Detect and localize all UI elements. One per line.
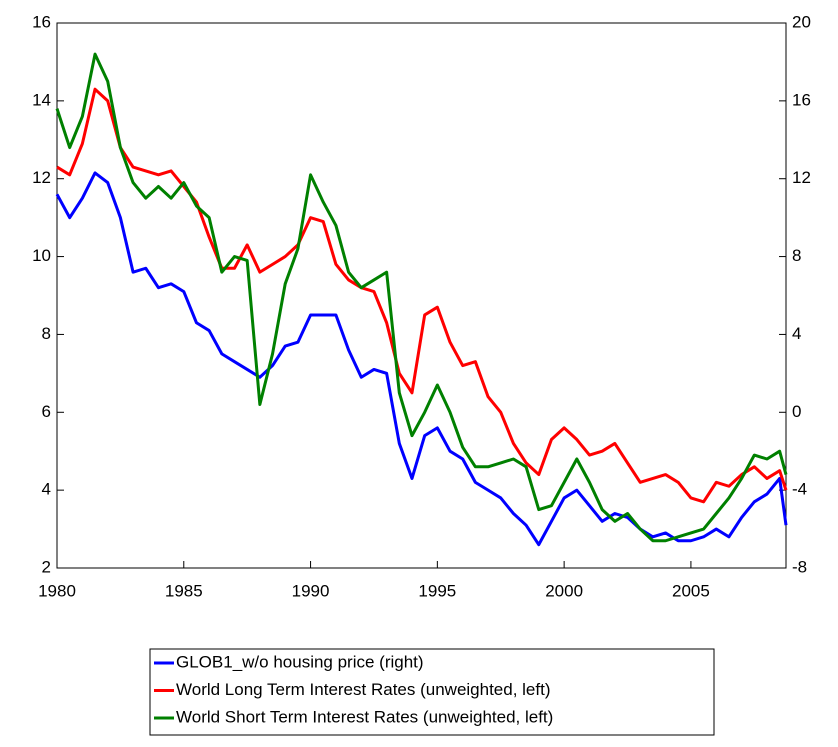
- plot-frame: [56, 22, 787, 569]
- x-tick-label: 2005: [672, 581, 710, 600]
- y2-tick-label: -4: [792, 480, 807, 499]
- y2-tick-label: 0: [792, 402, 801, 421]
- y2-tick-label: 4: [792, 324, 801, 343]
- x-tick-label: 2000: [545, 581, 583, 600]
- y2-tick-label: 8: [792, 246, 801, 265]
- y-tick-label: 2: [42, 557, 51, 576]
- y-tick-label: 16: [32, 12, 51, 31]
- x-tick-label: 1990: [292, 581, 330, 600]
- y2-tick-label: -8: [792, 557, 807, 576]
- series-line: [55, 52, 788, 543]
- y2-tick-label: 20: [792, 12, 811, 31]
- y2-tick-label: 16: [792, 90, 811, 109]
- legend-label: GLOB1_w/o housing price (right): [176, 652, 424, 671]
- legend-box: [149, 648, 715, 736]
- y-tick-label: 14: [32, 90, 51, 109]
- x-tick-label: 1995: [418, 581, 456, 600]
- y-tick-label: 12: [32, 168, 51, 187]
- series-line: [56, 87, 788, 504]
- x-tick-label: 1980: [38, 581, 76, 600]
- series-line: [55, 171, 788, 547]
- y-tick-label: 8: [42, 324, 51, 343]
- x-tick-label: 1985: [165, 581, 203, 600]
- legend-label: World Short Term Interest Rates (unweigh…: [176, 707, 553, 726]
- y-tick-label: 10: [32, 246, 51, 265]
- legend-label: World Long Term Interest Rates (unweight…: [176, 680, 551, 699]
- y2-tick-label: 12: [792, 168, 811, 187]
- y-tick-label: 6: [42, 402, 51, 421]
- y-tick-label: 4: [42, 480, 51, 499]
